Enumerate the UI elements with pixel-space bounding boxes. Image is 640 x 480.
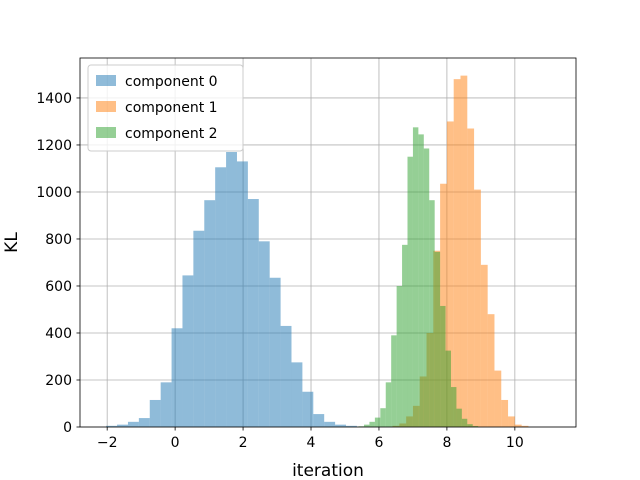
x-tick-label: 6 [374, 435, 383, 451]
y-tick-label: 200 [45, 373, 72, 389]
x-tick-label: 8 [442, 435, 451, 451]
histogram-bar [138, 418, 150, 427]
legend-swatch [96, 127, 116, 138]
histogram-bar [215, 167, 227, 428]
histogram-bar [369, 421, 375, 427]
histogram-bar [450, 387, 457, 427]
histogram-bar [247, 199, 259, 427]
histogram-bar [407, 156, 413, 427]
histogram-bar [182, 275, 194, 427]
histogram-bar [364, 424, 370, 427]
histogram-bar [487, 314, 495, 427]
histogram-bar [345, 425, 357, 427]
histogram-bar [127, 421, 139, 427]
histogram-bar [204, 200, 216, 427]
histogram-bar [514, 424, 522, 427]
legend-label: component 1 [125, 100, 218, 116]
histogram-bar [456, 408, 462, 427]
legend-box [87, 64, 244, 152]
histogram-bars [106, 75, 529, 428]
histogram-bar [412, 127, 419, 427]
histogram-bar [236, 161, 248, 428]
histogram-bar [418, 134, 424, 427]
histogram-bar [461, 418, 468, 427]
histogram-bar [385, 382, 392, 427]
histogram-bar [467, 424, 473, 427]
histogram-bar [171, 328, 183, 427]
histogram-bar [440, 305, 446, 427]
x-tick-label: 10 [506, 435, 524, 451]
x-tick-label: −2 [97, 435, 118, 451]
series-2-bars [358, 127, 479, 428]
histogram-bar [291, 362, 303, 427]
histogram-bar [193, 230, 205, 427]
histogram-bar [280, 325, 292, 427]
histogram-bar [508, 416, 515, 427]
histogram-bar [434, 251, 441, 427]
histogram-bar [396, 285, 403, 427]
histogram-bar [335, 424, 346, 427]
histogram-bar [446, 121, 454, 428]
histogram-bar [472, 426, 479, 427]
y-tick-label: 800 [45, 232, 72, 248]
plot-frame [79, 57, 577, 428]
histogram-bar [302, 391, 314, 427]
series-0-bars [106, 152, 357, 428]
histogram-bar [226, 152, 237, 427]
x-tick-label: 2 [239, 435, 248, 451]
histogram-bar [429, 200, 435, 427]
axis-ticks: −2 0 2 4 6 8 10 0 200 400 600 800 1000 1200 1400 [36, 91, 523, 451]
histogram-bar [521, 425, 529, 427]
histogram-bar [402, 244, 408, 427]
histogram-bar [258, 241, 270, 427]
histogram-bar [313, 414, 325, 427]
legend-swatch [96, 101, 116, 112]
x-tick-label: 4 [307, 435, 316, 451]
histogram-bar [474, 189, 481, 427]
histogram-bar [467, 128, 475, 427]
histogram-bar [460, 75, 468, 428]
histogram-bar [423, 148, 430, 428]
histogram-bar [453, 79, 461, 427]
legend: component 0 component 1 component 2 [87, 64, 244, 152]
histogram-bar [160, 382, 172, 427]
y-axis-label: KL [2, 232, 22, 253]
y-tick-label: 1200 [36, 138, 72, 154]
y-tick-label: 600 [45, 279, 72, 295]
y-tick-label: 1400 [36, 91, 72, 107]
legend-label: component 2 [125, 126, 218, 142]
histogram-bar [149, 399, 161, 427]
y-tick-label: 0 [63, 420, 72, 436]
legend-swatch [96, 75, 116, 86]
y-tick-label: 400 [45, 326, 72, 342]
histogram-bar [324, 421, 336, 427]
histogram-bar [117, 424, 128, 427]
histogram-bar [445, 350, 451, 427]
y-tick-label: 1000 [36, 185, 72, 201]
x-tick-label: 0 [171, 435, 180, 451]
histogram-bar [106, 425, 118, 427]
histogram-bar [374, 417, 381, 427]
histogram-bar [380, 408, 386, 427]
legend-label: component 0 [125, 74, 218, 90]
histogram-bar [501, 399, 509, 427]
histogram-bar [494, 370, 502, 427]
histogram-bar [269, 277, 281, 427]
histogram-bar [480, 264, 488, 427]
histogram-bar [391, 335, 397, 427]
histogram-bar [440, 183, 447, 427]
x-axis-label: iteration [292, 461, 364, 480]
